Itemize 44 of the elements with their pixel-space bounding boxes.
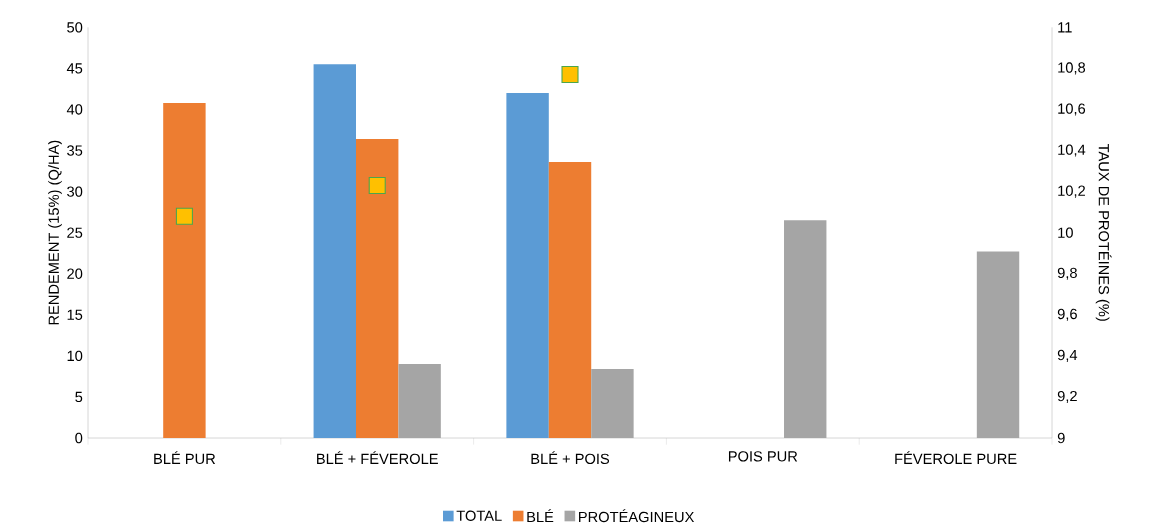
- y2-tick-label: 9: [1057, 433, 1065, 444]
- y2-tick-label: 10,6: [1058, 103, 1086, 116]
- y2-tick-label: 9,6: [1057, 308, 1077, 322]
- y2-tick-label: 10,2: [1058, 185, 1085, 198]
- bar: [548, 162, 592, 439]
- bar: [398, 364, 441, 439]
- legend-label: BLÉ: [527, 509, 554, 523]
- bar: [506, 93, 549, 439]
- y2-tick-label: 10,8: [1058, 62, 1086, 75]
- point: [368, 177, 386, 195]
- x-tick-label: BLÉ + FÉVEROLE: [317, 451, 438, 465]
- y-tick-label: 35: [67, 145, 83, 156]
- y-axis-title: RENDEMENT (15%) (Q/HA): [48, 140, 62, 325]
- y2-tick-label: 9,4: [1057, 350, 1078, 363]
- y2-tick-label: 9,2: [1057, 391, 1077, 404]
- x-tick-label: POIS PUR: [728, 451, 798, 462]
- y-tick-label: 25: [67, 227, 83, 239]
- bar: [356, 139, 399, 439]
- legend-label: TOTAL: [456, 510, 502, 522]
- y2-tick-label: 10: [1058, 227, 1073, 239]
- y2-tick-label: 10,4: [1058, 144, 1086, 157]
- y-tick-label: 50: [67, 22, 83, 33]
- y-tick-label: 0: [75, 433, 83, 444]
- y2-tick-label: 11: [1058, 22, 1072, 33]
- y-tick-label: 15: [67, 309, 83, 321]
- x-tick-label: FÉVEROLE PURE: [895, 451, 1017, 465]
- bar: [313, 64, 356, 439]
- x-tick-label: BLÉ + POIS: [531, 451, 610, 465]
- y-tick-label: 45: [66, 63, 83, 74]
- y-tick-label: 10: [67, 350, 83, 362]
- point: [175, 207, 193, 225]
- y2-tick-label: 9,8: [1057, 267, 1077, 281]
- bar: [591, 369, 634, 439]
- y-tick-label: 5: [75, 392, 83, 403]
- y-tick-label: 20: [67, 268, 83, 280]
- bar: [976, 251, 1020, 439]
- y2-axis-title: TAUX DE PROTÉINES (%): [1095, 144, 1112, 322]
- y-tick-label: 40: [66, 104, 83, 115]
- x-tick-label: BLÉ PUR: [154, 451, 216, 465]
- bar: [784, 220, 827, 439]
- bar: [163, 103, 206, 439]
- y-tick-label: 30: [67, 186, 83, 198]
- point: [561, 66, 579, 84]
- legend-label: PROTÉAGINEUX: [579, 509, 695, 523]
